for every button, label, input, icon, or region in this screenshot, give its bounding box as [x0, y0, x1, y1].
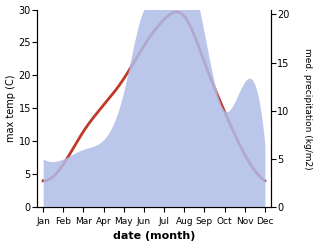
Y-axis label: max temp (C): max temp (C): [5, 75, 16, 142]
X-axis label: date (month): date (month): [113, 231, 195, 242]
Y-axis label: med. precipitation (kg/m2): med. precipitation (kg/m2): [303, 48, 313, 169]
